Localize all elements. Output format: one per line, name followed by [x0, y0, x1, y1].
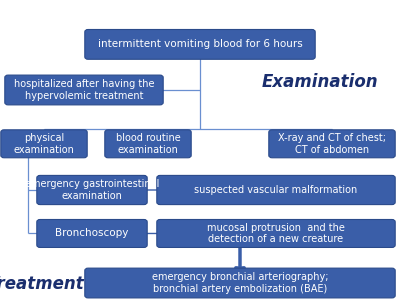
Text: X-ray and CT of chest;
CT of abdomen: X-ray and CT of chest; CT of abdomen — [278, 133, 386, 155]
FancyBboxPatch shape — [269, 130, 395, 158]
Text: mucosal protrusion  and the
detection of a new creature: mucosal protrusion and the detection of … — [207, 223, 345, 244]
FancyBboxPatch shape — [85, 268, 395, 298]
FancyBboxPatch shape — [157, 219, 395, 247]
FancyBboxPatch shape — [157, 175, 395, 205]
Text: physical
examination: physical examination — [14, 133, 74, 155]
FancyBboxPatch shape — [1, 130, 87, 158]
Text: intermittent vomiting blood for 6 hours: intermittent vomiting blood for 6 hours — [98, 40, 302, 49]
FancyBboxPatch shape — [105, 130, 191, 158]
Text: blood routine
examination: blood routine examination — [116, 133, 180, 155]
FancyBboxPatch shape — [37, 219, 147, 247]
FancyBboxPatch shape — [85, 29, 315, 59]
FancyBboxPatch shape — [5, 75, 163, 105]
Text: Bronchoscopy: Bronchoscopy — [55, 229, 129, 238]
Text: suspected vascular malformation: suspected vascular malformation — [194, 185, 358, 195]
Text: hospitalized after having the
hypervolemic treatment: hospitalized after having the hypervolem… — [14, 79, 154, 101]
Text: Examination: Examination — [262, 73, 378, 91]
Text: emergency bronchial arteriography;
bronchial artery embolization (BAE): emergency bronchial arteriography; bronc… — [152, 272, 328, 294]
FancyBboxPatch shape — [37, 175, 147, 205]
Text: Treatment: Treatment — [0, 275, 84, 293]
Text: emergency gastrointestinal
examination: emergency gastrointestinal examination — [25, 179, 159, 201]
